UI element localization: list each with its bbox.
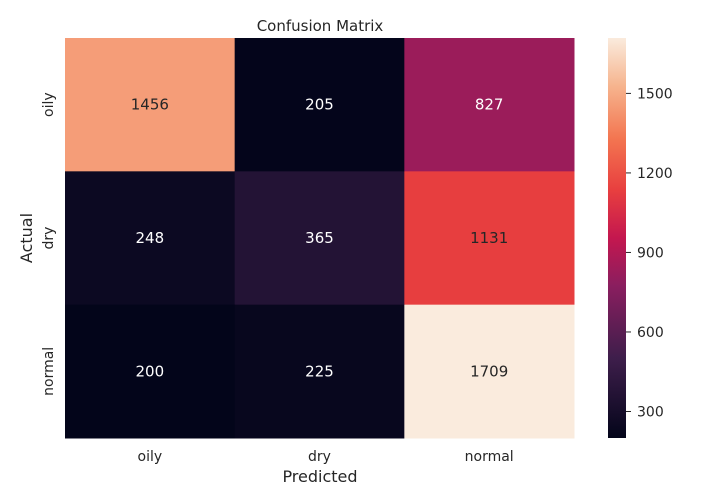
cell-value-label: 1131 <box>470 229 508 247</box>
heatmap-cell <box>65 171 236 306</box>
heatmap-cell <box>404 171 575 306</box>
colorbar-tick-label: 600 <box>637 325 664 341</box>
y-axis-label: Actual <box>17 213 36 263</box>
heatmap-cell-labels: 1456 205 827 248 365 1131 200 225 1709 <box>131 96 509 381</box>
y-tick-label: normal <box>41 347 57 396</box>
heatmap-cell <box>234 171 405 306</box>
y-tick-label: dry <box>41 227 57 250</box>
x-tick-label: normal <box>465 449 514 465</box>
colorbar-ticks: 300 600 900 1200 1500 <box>626 86 673 420</box>
cell-value-label: 225 <box>305 362 334 380</box>
y-tick-label: oily <box>41 92 57 117</box>
cell-value-label: 205 <box>305 96 334 114</box>
heatmap-cell <box>404 304 575 439</box>
x-tick-label: dry <box>308 449 331 465</box>
cell-value-label: 1709 <box>470 362 508 380</box>
colorbar-tick-label: 300 <box>637 404 664 420</box>
cell-value-label: 248 <box>136 229 165 247</box>
heatmap-cell <box>65 38 236 172</box>
cell-value-label: 1456 <box>131 96 169 114</box>
x-tick-label: oily <box>138 449 163 465</box>
heatmap-cell <box>234 38 405 172</box>
cell-value-label: 365 <box>305 229 334 247</box>
heatmap-cells <box>65 38 575 439</box>
heatmap-cell <box>65 304 236 439</box>
colorbar-tick-label: 900 <box>637 245 664 261</box>
x-axis-label: Predicted <box>282 467 357 486</box>
colorbar <box>608 38 626 438</box>
chart-title: Confusion Matrix <box>257 17 384 35</box>
heatmap-cell <box>404 38 575 172</box>
cell-value-label: 200 <box>136 362 165 380</box>
colorbar-tick-label: 1200 <box>637 166 673 182</box>
colorbar-tick-label: 1500 <box>637 86 673 102</box>
x-axis-ticks: oily dry normal <box>138 449 514 465</box>
y-axis-ticks: oily dry normal <box>41 92 57 396</box>
heatmap-cell <box>234 304 405 439</box>
cell-value-label: 827 <box>475 96 504 114</box>
